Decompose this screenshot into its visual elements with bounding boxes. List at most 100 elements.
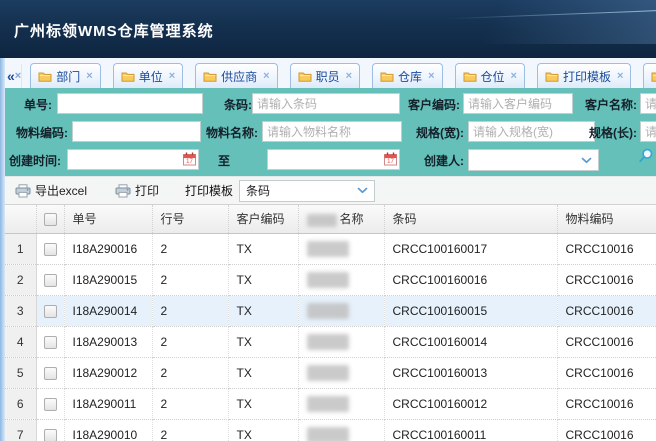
tab-close-icon[interactable]: × xyxy=(86,70,93,82)
custname-label: 客户名称: xyxy=(585,98,637,112)
tab-close-icon[interactable]: × xyxy=(345,70,353,82)
tab-close-icon[interactable]: × xyxy=(510,70,517,82)
row-checkbox[interactable] xyxy=(43,397,57,411)
calendar-icon[interactable] xyxy=(384,152,397,166)
spec-width-input[interactable] xyxy=(468,121,595,142)
export-excel-button[interactable]: 导出excel xyxy=(15,182,87,199)
tab-7[interactable]: 打印模板 × xyxy=(536,63,632,88)
cell-lineno: 2 xyxy=(152,295,229,327)
table-row[interactable]: 7 I18A290010 2 TX CRCC100160011 CRCC1001… xyxy=(5,419,656,441)
table-row[interactable]: 5 I18A290012 2 TX CRCC100160013 CRCC1001… xyxy=(5,357,656,389)
col-header-docno[interactable]: 单号 xyxy=(64,205,153,234)
row-number: 7 xyxy=(5,419,37,441)
row-checkbox[interactable] xyxy=(43,242,57,256)
tab-close-icon[interactable]: × xyxy=(263,70,270,82)
tab-2[interactable]: 单位 × xyxy=(112,63,184,88)
cell-custname xyxy=(298,419,385,441)
itemcode-input[interactable] xyxy=(72,121,201,142)
left-edge-strip xyxy=(0,58,5,441)
col-header-lineno[interactable]: 行号 xyxy=(152,205,229,234)
create-time-label: 创建时间: xyxy=(9,154,61,168)
itemname-input[interactable] xyxy=(262,121,402,142)
cell-custcode: TX xyxy=(228,233,299,265)
col-header-itemcode[interactable]: 物料编码 xyxy=(557,205,656,234)
redacted-text xyxy=(306,213,337,227)
date-from-input[interactable] xyxy=(67,149,199,170)
col-header-barcode[interactable]: 条码 xyxy=(384,205,558,234)
tab-8[interactable]: 工 × xyxy=(643,63,656,88)
chevron-down-icon xyxy=(357,187,368,194)
close-icon: × xyxy=(14,70,22,82)
print-template-label: 打印模板 xyxy=(185,184,234,198)
select-all-checkbox[interactable] xyxy=(43,212,57,226)
chevrons-left-icon: « xyxy=(7,68,15,84)
table-row[interactable]: 6 I18A290011 2 TX CRCC100160012 CRCC1001… xyxy=(5,388,656,420)
tab-6[interactable]: 仓位 × xyxy=(454,63,525,88)
table-row[interactable]: 2 I18A290015 2 TX CRCC100160016 CRCC1001… xyxy=(5,264,656,296)
col-header-custcode[interactable]: 客户编码 xyxy=(228,205,299,234)
cell-barcode: CRCC100160014 xyxy=(384,326,558,358)
cell-docno: I18A290013 xyxy=(64,326,153,358)
cell-custname xyxy=(298,295,385,327)
cell-barcode: CRCC100160011 xyxy=(384,419,558,441)
itemname-label: 物料名称: xyxy=(206,126,258,140)
tab-close-icon[interactable]: × xyxy=(168,70,176,82)
tab-3[interactable]: 供应商 × xyxy=(195,63,278,88)
search-icon xyxy=(638,148,654,163)
custcode-input[interactable] xyxy=(463,93,573,114)
to-label: 至 xyxy=(218,154,231,168)
calendar-icon[interactable] xyxy=(183,152,196,166)
print-button[interactable]: 打印 xyxy=(115,182,159,199)
row-checkbox[interactable] xyxy=(43,335,57,349)
spec-length-input[interactable] xyxy=(640,121,656,142)
cell-custcode: TX xyxy=(228,264,299,296)
tab-close-icon[interactable]: × xyxy=(428,70,435,82)
search-button[interactable] xyxy=(638,148,654,163)
tab-bar: « × 部门 × 单位 × 供应商 × 职员 × 仓库 × 仓位 × 打印模板 xyxy=(5,58,656,88)
redacted-customer-name xyxy=(306,426,349,441)
tab-4[interactable]: 职员 × xyxy=(289,63,361,88)
row-checkbox[interactable] xyxy=(43,366,57,380)
tab-close-icon[interactable]: × xyxy=(616,70,624,82)
col-header-custname[interactable]: 名称 xyxy=(298,205,385,234)
folder-icon xyxy=(380,71,394,82)
cell-itemcode: CRCC10016 xyxy=(557,295,656,327)
row-checkbox[interactable] xyxy=(43,273,57,287)
printer-icon xyxy=(15,183,31,198)
chevron-down-icon xyxy=(581,157,592,164)
table-row[interactable]: 4 I18A290013 2 TX CRCC100160014 CRCC1001… xyxy=(5,326,656,358)
print-template-select[interactable]: 条码 xyxy=(239,179,376,202)
tab-close-button[interactable]: × xyxy=(14,64,23,88)
cell-docno: I18A290012 xyxy=(64,357,153,389)
tab-label: 仓位 xyxy=(480,69,505,84)
table-row[interactable]: 3 I18A290014 2 TX CRCC100160015 CRCC1001… xyxy=(5,295,656,327)
app-header: 广州标领WMS仓库管理系统 xyxy=(0,0,656,58)
docno-input[interactable] xyxy=(57,93,203,114)
custname-input[interactable] xyxy=(640,93,656,114)
cell-custcode: TX xyxy=(228,326,299,358)
row-checkbox[interactable] xyxy=(43,304,57,318)
creator-select[interactable] xyxy=(468,149,599,171)
redacted-customer-name xyxy=(306,271,349,288)
cell-custcode: TX xyxy=(228,388,299,420)
cell-lineno: 2 xyxy=(152,264,229,296)
search-filter-panel: 单号: 条码: 客户编码: 客户名称: 物料编码: 物料名称: 规格(宽): 规… xyxy=(5,88,656,176)
barcode-input[interactable] xyxy=(252,93,400,114)
tab-label: 部门 xyxy=(56,69,81,84)
cell-itemcode: CRCC10016 xyxy=(557,419,656,441)
tab-scroll-left-button[interactable]: « xyxy=(7,64,15,88)
folder-icon xyxy=(121,71,135,82)
app-title: 广州标领WMS仓库管理系统 xyxy=(14,23,214,40)
creator-label: 创建人: xyxy=(424,154,464,168)
cell-custcode: TX xyxy=(228,357,299,389)
cell-barcode: CRCC100160016 xyxy=(384,264,558,296)
folder-icon xyxy=(545,71,559,82)
cell-itemcode: CRCC10016 xyxy=(557,357,656,389)
tab-1[interactable]: 部门 × xyxy=(30,63,101,88)
row-checkbox[interactable] xyxy=(43,428,57,441)
table-row[interactable]: 1 I18A290016 2 TX CRCC100160017 CRCC1001… xyxy=(5,233,656,265)
tab-label: 单位 xyxy=(138,69,163,84)
tab-5[interactable]: 仓库 × xyxy=(372,63,443,88)
date-to-input[interactable] xyxy=(267,149,400,170)
